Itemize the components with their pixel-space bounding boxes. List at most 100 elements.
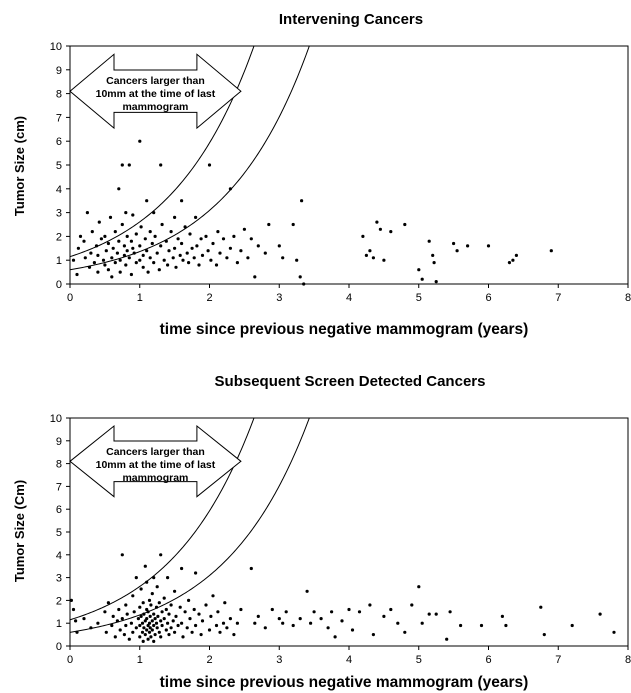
x-tick-label: 7 bbox=[555, 292, 561, 304]
data-point bbox=[71, 607, 76, 612]
data-point bbox=[152, 261, 156, 265]
x-tick-label: 6 bbox=[485, 654, 491, 666]
data-point bbox=[246, 256, 250, 260]
data-point bbox=[200, 253, 205, 257]
data-point bbox=[125, 234, 129, 238]
data-point bbox=[312, 610, 316, 614]
data-point bbox=[216, 230, 220, 234]
data-point bbox=[103, 610, 107, 614]
y-tick-label: 10 bbox=[50, 41, 62, 53]
data-point bbox=[132, 251, 136, 255]
data-point bbox=[169, 603, 173, 607]
data-point bbox=[129, 621, 133, 625]
data-point bbox=[94, 244, 99, 248]
data-point bbox=[160, 222, 164, 227]
data-point bbox=[174, 614, 178, 619]
data-point bbox=[82, 239, 86, 243]
data-point bbox=[152, 576, 156, 580]
data-point bbox=[159, 619, 163, 623]
data-point bbox=[195, 244, 199, 248]
data-point bbox=[427, 612, 431, 616]
data-point bbox=[148, 626, 152, 630]
data-point bbox=[160, 610, 164, 614]
y-tick-label: 1 bbox=[56, 618, 62, 630]
data-point bbox=[445, 637, 449, 641]
y-tick-label: 2 bbox=[56, 595, 62, 607]
x-axis-label: time since previous negative mammogram (… bbox=[160, 321, 529, 338]
data-point bbox=[225, 256, 229, 260]
data-point bbox=[149, 603, 153, 607]
chart-intervening-cancers: Intervening Cancers Tumor Size (cm) time… bbox=[12, 11, 631, 338]
annotation-text: 10mm at the time of last bbox=[96, 459, 216, 471]
data-point bbox=[173, 246, 177, 250]
data-point bbox=[167, 612, 171, 616]
data-point bbox=[330, 610, 334, 614]
data-point bbox=[106, 601, 110, 605]
data-point bbox=[145, 617, 149, 621]
data-point bbox=[431, 253, 435, 257]
data-point bbox=[141, 639, 145, 644]
data-point bbox=[96, 270, 100, 274]
data-point bbox=[221, 621, 226, 625]
data-point bbox=[192, 607, 196, 612]
data-point bbox=[235, 621, 239, 625]
data-point bbox=[138, 244, 142, 248]
data-point bbox=[225, 626, 229, 630]
data-point bbox=[389, 607, 393, 612]
data-point bbox=[132, 610, 136, 614]
data-point bbox=[396, 621, 400, 625]
x-tick-label: 2 bbox=[206, 292, 212, 304]
data-point bbox=[479, 623, 484, 628]
y-tick-label: 3 bbox=[56, 208, 62, 220]
data-point bbox=[108, 215, 113, 219]
data-point bbox=[131, 246, 135, 250]
data-point bbox=[364, 253, 368, 257]
data-point bbox=[403, 222, 407, 227]
data-point bbox=[124, 211, 128, 215]
data-point bbox=[134, 261, 138, 265]
data-point bbox=[152, 211, 156, 215]
data-point bbox=[190, 246, 194, 250]
data-point bbox=[120, 553, 124, 557]
data-point bbox=[142, 626, 146, 630]
data-point bbox=[138, 258, 142, 262]
data-point bbox=[300, 199, 304, 203]
data-point bbox=[507, 261, 511, 265]
data-point bbox=[239, 607, 243, 612]
data-point bbox=[167, 633, 171, 637]
data-point bbox=[277, 244, 281, 248]
x-tick-label: 0 bbox=[67, 292, 73, 304]
data-point bbox=[82, 617, 86, 621]
data-point bbox=[173, 589, 177, 593]
data-point bbox=[239, 249, 243, 253]
data-point bbox=[89, 626, 93, 630]
data-point bbox=[214, 263, 219, 267]
data-point bbox=[134, 576, 138, 580]
data-point bbox=[71, 258, 76, 262]
x-tick-label: 5 bbox=[416, 292, 422, 304]
x-tick-label: 3 bbox=[276, 654, 282, 666]
data-point bbox=[101, 258, 106, 262]
data-point bbox=[92, 261, 96, 265]
data-point bbox=[378, 227, 382, 231]
y-tick-label: 2 bbox=[56, 231, 62, 243]
data-point bbox=[188, 232, 192, 236]
data-point bbox=[277, 617, 281, 621]
data-point bbox=[284, 610, 288, 614]
data-point bbox=[143, 564, 147, 568]
data-point bbox=[99, 237, 103, 241]
data-point bbox=[319, 617, 323, 621]
data-point bbox=[138, 623, 142, 628]
data-point bbox=[106, 268, 110, 272]
data-point bbox=[155, 585, 159, 589]
growth-curve bbox=[70, 46, 310, 271]
data-point bbox=[97, 220, 101, 224]
annotation-text: mammogram bbox=[122, 101, 188, 113]
data-point bbox=[69, 598, 73, 603]
data-point bbox=[154, 605, 159, 609]
data-point bbox=[612, 630, 616, 634]
data-point bbox=[136, 617, 140, 621]
x-tick-label: 6 bbox=[485, 292, 491, 304]
data-point bbox=[90, 230, 94, 234]
data-point bbox=[368, 249, 372, 253]
